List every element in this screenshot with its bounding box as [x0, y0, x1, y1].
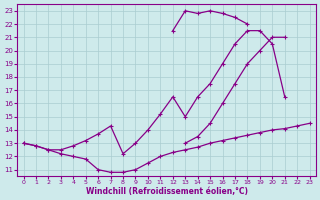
X-axis label: Windchill (Refroidissement éolien,°C): Windchill (Refroidissement éolien,°C) [85, 187, 248, 196]
